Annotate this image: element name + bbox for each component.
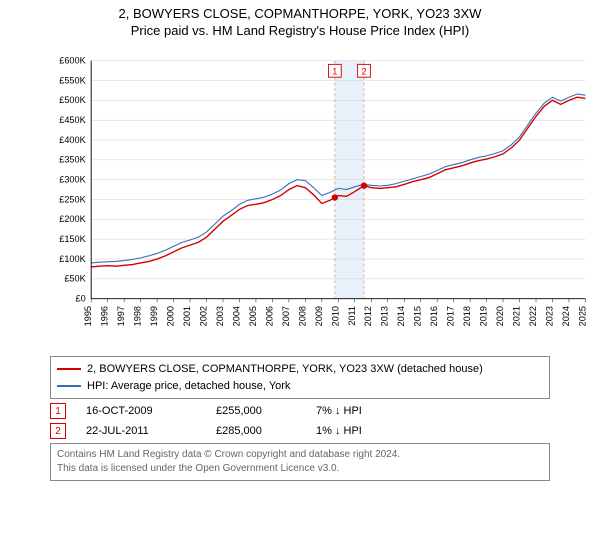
svg-text:2021: 2021 [512, 306, 522, 326]
svg-text:2: 2 [361, 66, 366, 76]
main-title: 2, BOWYERS CLOSE, COPMANTHORPE, YORK, YO… [0, 6, 600, 21]
legend-swatch-property [57, 368, 81, 370]
svg-text:2018: 2018 [462, 306, 472, 326]
sales-change-1: 7% ↓ HPI [316, 405, 436, 417]
svg-text:£0: £0 [76, 293, 86, 303]
svg-text:£450K: £450K [59, 115, 85, 125]
svg-text:2000: 2000 [166, 306, 176, 326]
chart-container: 2, BOWYERS CLOSE, COPMANTHORPE, YORK, YO… [0, 0, 600, 481]
svg-text:£200K: £200K [59, 214, 85, 224]
svg-text:2016: 2016 [429, 306, 439, 326]
svg-text:2003: 2003 [215, 306, 225, 326]
legend-row-hpi: HPI: Average price, detached house, York [57, 378, 543, 395]
svg-text:2002: 2002 [199, 306, 209, 326]
sales-marker-1: 1 [50, 403, 66, 419]
svg-text:£550K: £550K [59, 75, 85, 85]
svg-text:2012: 2012 [363, 306, 373, 326]
svg-text:2015: 2015 [413, 306, 423, 326]
svg-text:2004: 2004 [231, 306, 241, 326]
svg-text:£150K: £150K [59, 234, 85, 244]
svg-text:2009: 2009 [314, 306, 324, 326]
legend-row-property: 2, BOWYERS CLOSE, COPMANTHORPE, YORK, YO… [57, 361, 543, 378]
svg-text:2019: 2019 [479, 306, 489, 326]
sales-price-1: £255,000 [216, 405, 316, 417]
svg-text:1999: 1999 [149, 306, 159, 326]
sales-marker-2: 2 [50, 423, 66, 439]
svg-text:£500K: £500K [59, 95, 85, 105]
sales-change-2: 1% ↓ HPI [316, 425, 436, 437]
svg-text:2020: 2020 [495, 306, 505, 326]
svg-text:£600K: £600K [59, 55, 85, 65]
sales-date-1: 16-OCT-2009 [86, 405, 216, 417]
footer-line-1: Contains HM Land Registry data © Crown c… [57, 448, 543, 462]
svg-text:1995: 1995 [83, 306, 93, 326]
svg-text:£250K: £250K [59, 194, 85, 204]
title-block: 2, BOWYERS CLOSE, COPMANTHORPE, YORK, YO… [0, 0, 600, 38]
svg-text:2006: 2006 [264, 306, 274, 326]
svg-text:2008: 2008 [297, 306, 307, 326]
svg-text:£350K: £350K [59, 155, 85, 165]
svg-text:2023: 2023 [544, 306, 554, 326]
sales-table: 1 16-OCT-2009 £255,000 7% ↓ HPI 2 22-JUL… [50, 403, 550, 439]
svg-text:1: 1 [332, 66, 337, 76]
sales-price-2: £285,000 [216, 425, 316, 437]
svg-text:2011: 2011 [347, 306, 357, 326]
svg-text:2005: 2005 [248, 306, 258, 326]
sales-row-2: 2 22-JUL-2011 £285,000 1% ↓ HPI [50, 423, 550, 439]
line-chart-svg: £0 £50K £100K £150K £200K £250K £300K £350K £400… [50, 48, 590, 348]
svg-text:2007: 2007 [281, 306, 291, 326]
legend-label-hpi: HPI: Average price, detached house, York [87, 378, 290, 395]
sales-date-2: 22-JUL-2011 [86, 425, 216, 437]
svg-text:2025: 2025 [577, 306, 587, 326]
sales-row-1: 1 16-OCT-2009 £255,000 7% ↓ HPI [50, 403, 550, 419]
svg-text:2022: 2022 [528, 306, 538, 326]
svg-text:£100K: £100K [59, 254, 85, 264]
legend-swatch-hpi [57, 385, 81, 387]
svg-text:1997: 1997 [116, 306, 126, 326]
svg-text:2013: 2013 [380, 306, 390, 326]
svg-text:2017: 2017 [446, 306, 456, 326]
svg-text:1996: 1996 [100, 306, 110, 326]
footer-line-2: This data is licensed under the Open Gov… [57, 462, 543, 476]
legend-label-property: 2, BOWYERS CLOSE, COPMANTHORPE, YORK, YO… [87, 361, 483, 378]
svg-text:1998: 1998 [133, 306, 143, 326]
chart-area: £0 £50K £100K £150K £200K £250K £300K £350K £400… [50, 48, 590, 348]
legend: 2, BOWYERS CLOSE, COPMANTHORPE, YORK, YO… [50, 356, 550, 399]
sub-title: Price paid vs. HM Land Registry's House … [0, 23, 600, 38]
svg-text:2014: 2014 [396, 306, 406, 326]
svg-text:£50K: £50K [64, 274, 85, 284]
footer: Contains HM Land Registry data © Crown c… [50, 443, 550, 481]
svg-text:£300K: £300K [59, 174, 85, 184]
svg-text:2024: 2024 [561, 306, 571, 326]
svg-text:2001: 2001 [182, 306, 192, 326]
svg-text:2010: 2010 [330, 306, 340, 326]
svg-text:£400K: £400K [59, 135, 85, 145]
